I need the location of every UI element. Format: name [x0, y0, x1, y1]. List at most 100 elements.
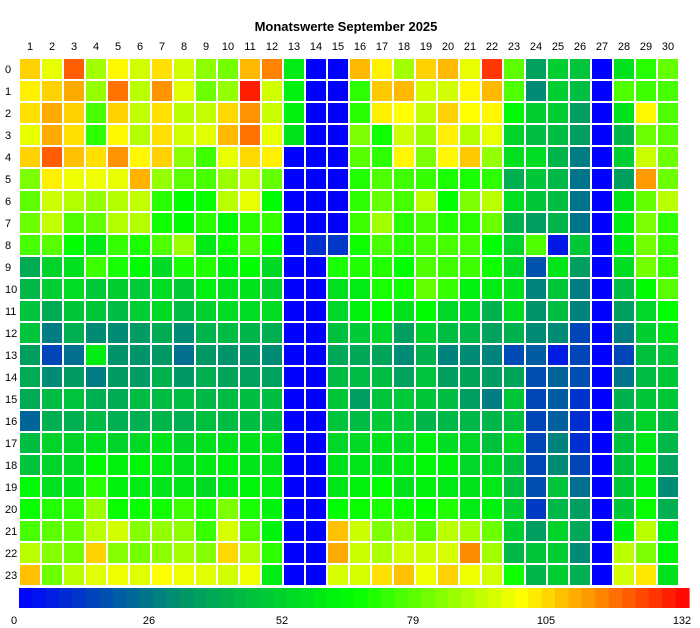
colorbar-segment	[86, 588, 100, 608]
heatmap-cell	[194, 541, 218, 565]
heatmap-cell	[546, 519, 570, 543]
heatmap-cell	[260, 431, 284, 455]
heatmap-cell	[238, 79, 262, 103]
heatmap-cell	[348, 453, 372, 477]
heatmap-cell	[326, 299, 350, 323]
heatmap-cell	[40, 365, 64, 389]
heatmap-cell	[84, 475, 108, 499]
heatmap-cell	[128, 343, 152, 367]
heatmap-cell	[590, 343, 614, 367]
heatmap-cell	[436, 453, 460, 477]
heatmap-cell	[150, 233, 174, 257]
heatmap-cell	[392, 343, 416, 367]
heatmap-cell	[656, 79, 680, 103]
heatmap-cell	[590, 409, 614, 433]
heatmap-cell	[612, 277, 636, 301]
heatmap-cell	[612, 475, 636, 499]
heatmap-cell	[436, 57, 460, 81]
heatmap-cell	[128, 167, 152, 191]
heatmap-cell	[502, 189, 526, 213]
heatmap-cell	[304, 277, 328, 301]
heatmap-cell	[216, 167, 240, 191]
heatmap-cell	[260, 387, 284, 411]
heatmap-cell	[216, 563, 240, 587]
heatmap-cell	[634, 409, 658, 433]
heatmap-cell	[370, 497, 394, 521]
heatmap-cell	[502, 57, 526, 81]
heatmap-cell	[392, 519, 416, 543]
colorbar-segment	[32, 588, 47, 608]
heatmap-cell	[238, 541, 262, 565]
heatmap-cell	[18, 189, 42, 213]
heatmap-cell	[62, 277, 86, 301]
heatmap-cell	[524, 321, 548, 345]
heatmap-cell	[260, 299, 284, 323]
y-tick-label: 3	[5, 130, 11, 142]
heatmap-cell	[84, 123, 108, 147]
heatmap-cell	[150, 167, 174, 191]
heatmap-cell	[634, 563, 658, 587]
heatmap-cell	[524, 277, 548, 301]
heatmap-cell	[414, 211, 438, 235]
heatmap-cell	[348, 57, 372, 81]
heatmap-cell	[480, 299, 504, 323]
heatmap-cell	[436, 519, 460, 543]
heatmap-cell	[216, 453, 240, 477]
heatmap-cell	[128, 211, 152, 235]
heatmap-cell	[150, 563, 174, 587]
heatmap-cell	[84, 431, 108, 455]
heatmap-cell	[106, 541, 130, 565]
colorbar-tick-label: 26	[143, 615, 155, 627]
colorbar-segment	[421, 588, 435, 608]
heatmap-cell	[568, 365, 592, 389]
heatmap-cell	[282, 409, 306, 433]
heatmap-cell	[546, 145, 570, 169]
heatmap-cell	[238, 101, 262, 125]
heatmap-cell	[436, 321, 460, 345]
heatmap-cell	[62, 409, 86, 433]
heatmap-cell	[568, 519, 592, 543]
heatmap-cell	[524, 343, 548, 367]
heatmap-cell	[194, 79, 218, 103]
heatmap-cell	[150, 321, 174, 345]
heatmap-cell	[40, 101, 64, 125]
heatmap-cell	[656, 123, 680, 147]
heatmap-cell	[634, 145, 658, 169]
heatmap-cell	[304, 453, 328, 477]
heatmap-cell	[260, 343, 284, 367]
heatmap-cell	[480, 431, 504, 455]
colorbar	[19, 588, 690, 608]
heatmap-cell	[458, 101, 482, 125]
heatmap-cell	[106, 57, 130, 81]
heatmap-cell	[40, 321, 64, 345]
heatmap-cell	[458, 343, 482, 367]
heatmap-cell	[436, 211, 460, 235]
heatmap-cell	[282, 475, 306, 499]
heatmap-cell	[634, 541, 658, 565]
heatmap-cell	[238, 475, 262, 499]
heatmap-cell	[128, 365, 152, 389]
heatmap-cell	[502, 475, 526, 499]
heatmap-cell	[348, 431, 372, 455]
heatmap-cell	[260, 453, 284, 477]
heatmap-cell	[282, 57, 306, 81]
heatmap-cell	[612, 497, 636, 521]
heatmap-cell	[414, 343, 438, 367]
heatmap-cell	[458, 475, 482, 499]
heatmap-cell	[370, 431, 394, 455]
heatmap-cell	[590, 57, 614, 81]
heatmap-cell	[216, 497, 240, 521]
heatmap-cell	[260, 475, 284, 499]
heatmap-cell	[348, 79, 372, 103]
heatmap-cell	[392, 365, 416, 389]
heatmap-cell	[524, 541, 548, 565]
heatmap-cell	[568, 563, 592, 587]
heatmap-cell	[194, 211, 218, 235]
heatmap-cell	[238, 321, 262, 345]
colorbar-segment	[648, 588, 663, 608]
heatmap-cell	[150, 79, 174, 103]
heatmap-cell	[84, 343, 108, 367]
y-tick-label: 20	[5, 504, 17, 516]
heatmap-cell	[84, 189, 108, 213]
heatmap-cell	[150, 343, 174, 367]
